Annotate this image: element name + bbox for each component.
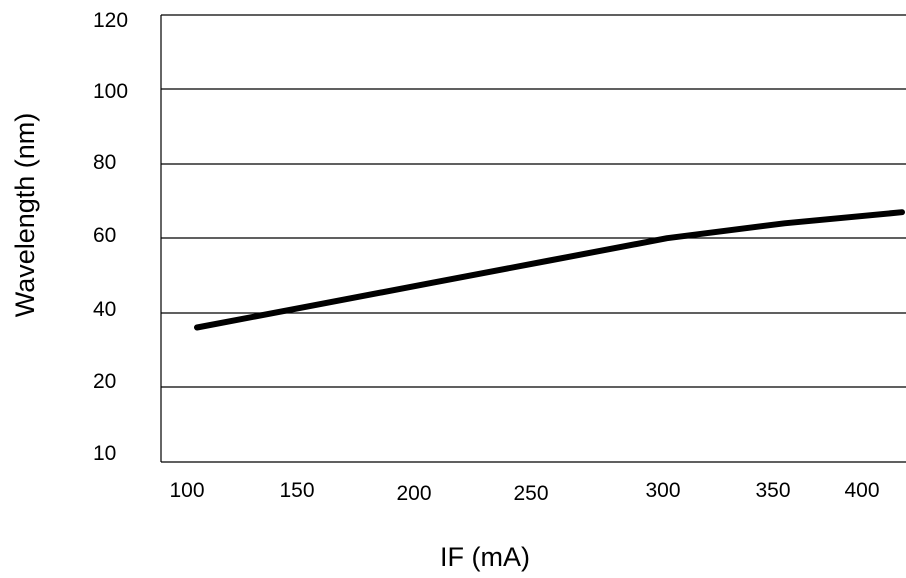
x-tick-250: 250	[513, 482, 548, 505]
y-tick-labels: 120 100 80 60 40 20 10	[93, 9, 128, 465]
x-tick-300: 300	[645, 479, 680, 502]
y-axis-label: Wavelength (nm)	[10, 113, 40, 318]
grid-lines	[161, 14, 906, 463]
y-tick-40: 40	[93, 298, 116, 321]
y-tick-120: 120	[93, 9, 128, 32]
series-line-0	[194, 209, 905, 331]
x-tick-400: 400	[844, 479, 879, 502]
y-tick-80: 80	[93, 151, 116, 174]
y-tick-20: 20	[93, 370, 116, 393]
y-tick-10: 10	[93, 442, 116, 465]
x-tick-200: 200	[396, 482, 431, 505]
plot-area	[194, 209, 905, 331]
x-tick-100: 100	[169, 479, 204, 502]
x-tick-150: 150	[279, 479, 314, 502]
x-axis-label: IF (mA)	[440, 542, 530, 572]
x-tick-350: 350	[755, 479, 790, 502]
y-tick-100: 100	[93, 80, 128, 103]
x-tick-labels: 100 150 200 250 300 350 400	[169, 479, 879, 505]
y-tick-60: 60	[93, 224, 116, 247]
